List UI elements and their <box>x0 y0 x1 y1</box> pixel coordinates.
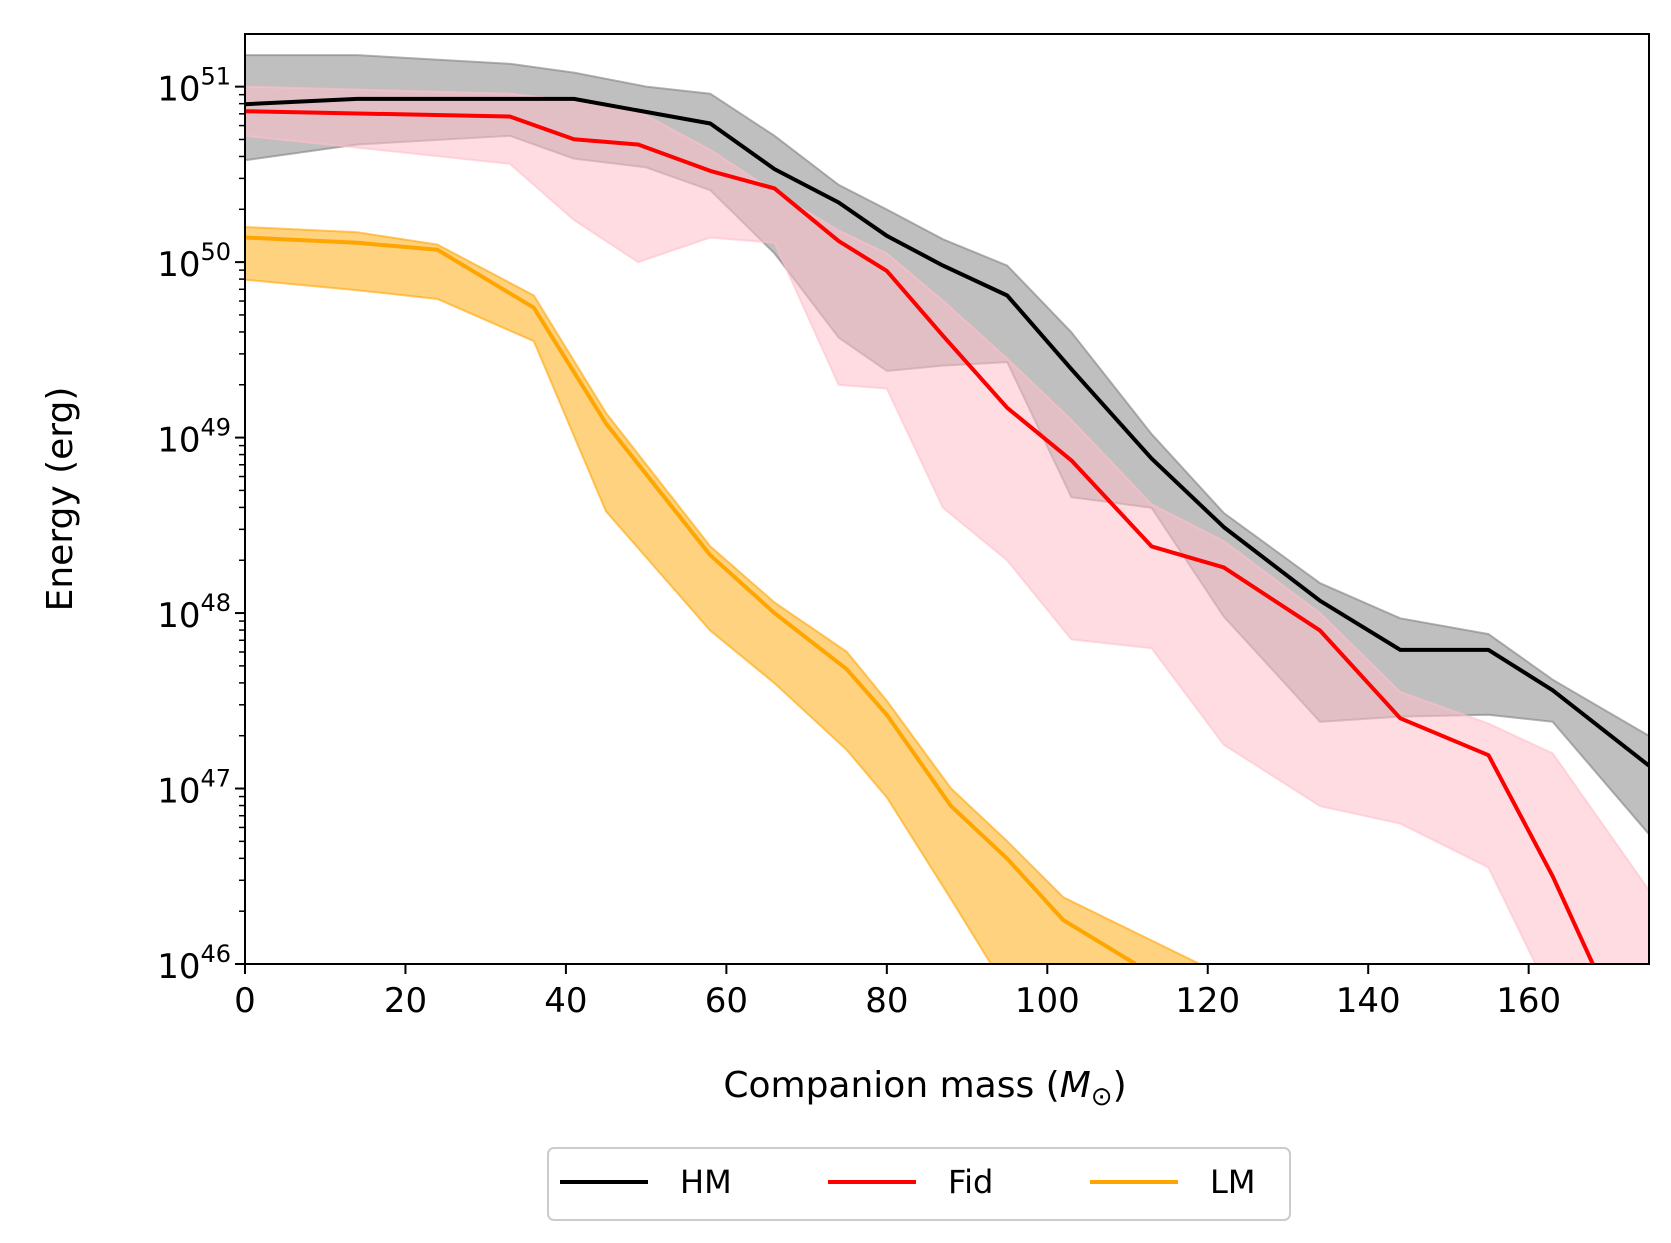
line-lm <box>245 235 1137 964</box>
x-axis-ticks: 0 20 40 60 80 100 120 140 160 <box>234 964 1561 1021</box>
x-tick-label-0: 0 <box>234 981 256 1021</box>
y-tick-label-1e50: 1050 <box>157 238 231 285</box>
legend-label-hm: HM <box>680 1163 732 1201</box>
y-tick-label-1e48: 1048 <box>157 589 231 636</box>
x-tick-label-140: 140 <box>1336 981 1401 1021</box>
x-axis-label: Companion mass (M⊙) <box>723 1065 1126 1112</box>
legend: HM Fid LM <box>547 1147 1291 1221</box>
band-lm <box>245 225 1201 964</box>
plot-frame <box>244 33 1650 965</box>
legend-label-lm: LM <box>1210 1163 1255 1201</box>
y-tick-label-1e46: 1046 <box>157 940 231 987</box>
legend-label-fid: Fid <box>948 1163 993 1201</box>
x-tick-label-120: 120 <box>1175 981 1240 1021</box>
line-fid <box>245 109 1595 964</box>
series-lines <box>245 96 1649 964</box>
y-tick-label-1e51: 1051 <box>157 63 231 110</box>
band-fid <box>245 85 1649 964</box>
y-tick-label-1e49: 1049 <box>157 414 231 461</box>
y-axis-label: Energy (erg) <box>40 387 81 612</box>
uncertainty-bands <box>245 54 1649 964</box>
y-axis-ticks: 1046 1047 1048 1049 1050 1051 <box>157 63 245 987</box>
x-tick-label-60: 60 <box>705 981 748 1021</box>
x-tick-label-80: 80 <box>865 981 908 1021</box>
x-tick-label-20: 20 <box>384 981 427 1021</box>
legend-box <box>547 1147 1291 1221</box>
x-tick-label-100: 100 <box>1015 981 1080 1021</box>
x-tick-label-40: 40 <box>544 981 587 1021</box>
x-tick-label-160: 160 <box>1496 981 1561 1021</box>
line-hm <box>245 96 1649 768</box>
y-tick-label-1e47: 1047 <box>157 765 231 812</box>
